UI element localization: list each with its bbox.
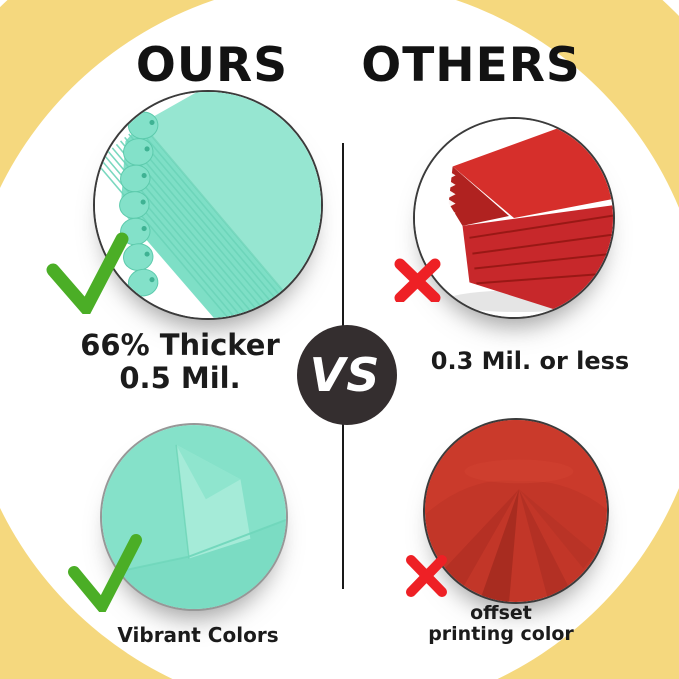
red-tablecloth-image [425, 420, 607, 602]
teal-tablecloth-image [102, 425, 286, 609]
heading-others: OTHERS [361, 38, 581, 93]
vs-label: VS [309, 348, 381, 402]
check-icon [68, 534, 142, 612]
ours-color-photo [100, 423, 288, 611]
caption-line: offset [470, 602, 532, 624]
cross-icon [394, 258, 441, 302]
heading-ours: OURS [135, 38, 289, 93]
cross-icon [406, 555, 447, 597]
ours-thickness-photo [93, 90, 323, 320]
ours-thickness-caption: 66% Thicker 0.5 Mil. [30, 329, 330, 395]
others-thickness-photo [413, 117, 615, 319]
others-color-caption: offset printing color [381, 603, 621, 645]
ours-color-caption: Vibrant Colors [117, 623, 279, 647]
others-thickness-caption: 0.3 Mil. or less [430, 347, 630, 375]
others-color-photo [423, 418, 609, 604]
caption-line: printing color [428, 623, 574, 645]
teal-tablecloth-stack-image [95, 92, 321, 318]
vs-badge: VS [297, 325, 397, 425]
check-icon [46, 232, 129, 314]
caption-line: 0.5 Mil. [119, 361, 241, 395]
red-tablecloth-stack-image [415, 119, 613, 317]
caption-line: 66% Thicker [80, 328, 280, 362]
